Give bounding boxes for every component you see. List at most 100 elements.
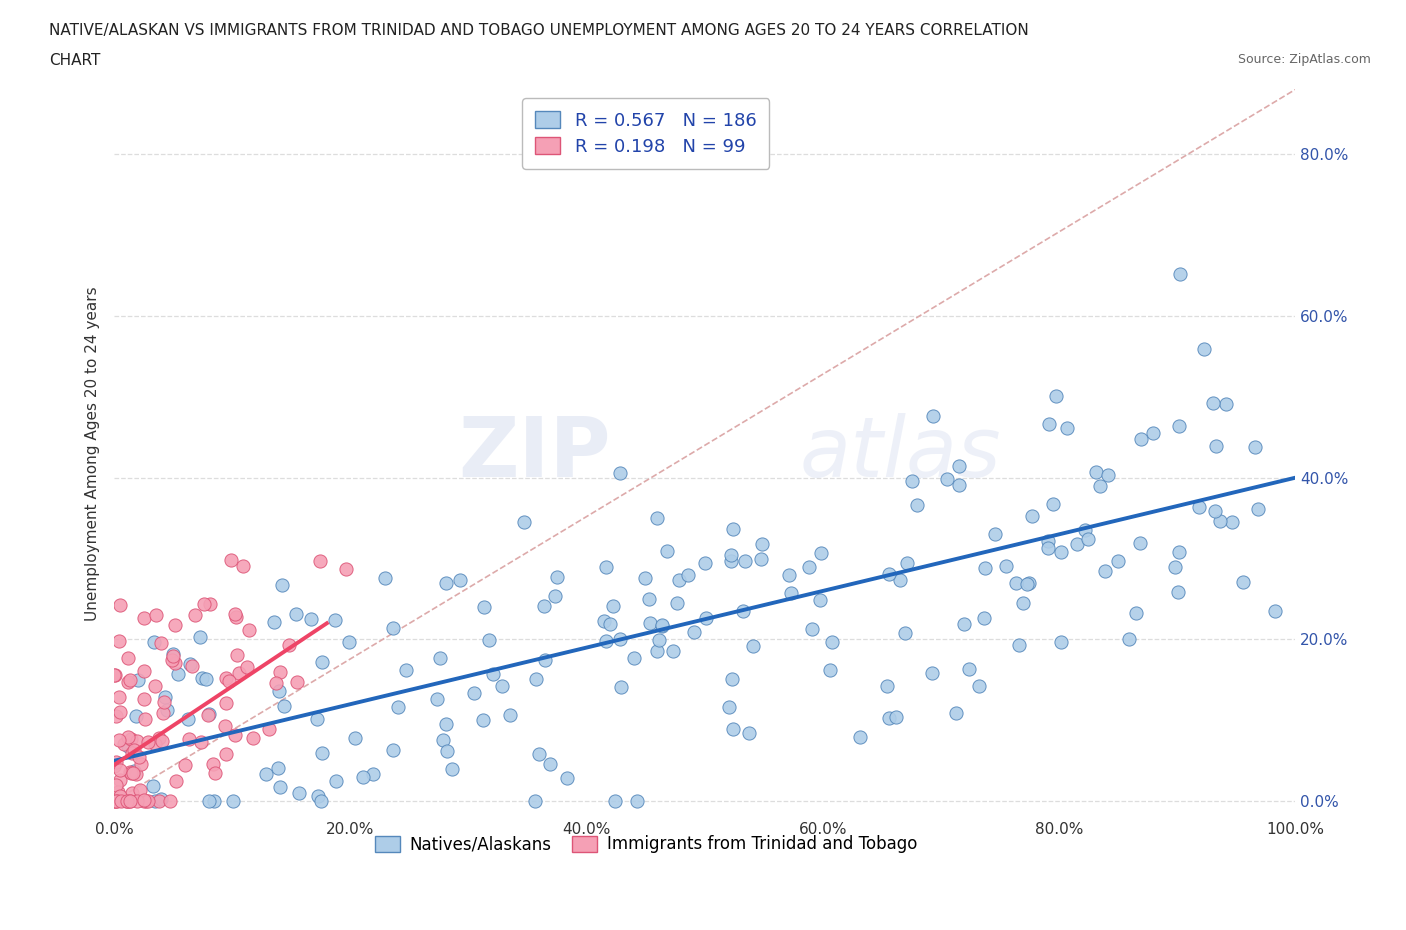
Point	[108, 773, 131, 788]
Point	[1244, 440, 1267, 455]
Point	[647, 644, 669, 659]
Point	[153, 689, 176, 704]
Point	[434, 576, 457, 591]
Point	[1036, 534, 1059, 549]
Point	[136, 735, 159, 750]
Point	[143, 678, 166, 693]
Point	[150, 791, 173, 806]
Point	[821, 634, 844, 649]
Point	[609, 631, 631, 646]
Point	[533, 653, 555, 668]
Point	[198, 794, 221, 809]
Point	[602, 598, 624, 613]
Point	[214, 719, 236, 734]
Point	[120, 765, 142, 780]
Point	[482, 667, 505, 682]
Point	[1168, 266, 1191, 281]
Point	[638, 616, 661, 631]
Point	[849, 729, 872, 744]
Point	[432, 733, 454, 748]
Point	[173, 757, 195, 772]
Text: NATIVE/ALASKAN VS IMMIGRANTS FROM TRINIDAD AND TOBAGO UNEMPLOYMENT AMONG AGES 20: NATIVE/ALASKAN VS IMMIGRANTS FROM TRINID…	[49, 23, 1029, 38]
Point	[110, 794, 132, 809]
Point	[127, 734, 149, 749]
Point	[120, 765, 142, 780]
Point	[440, 762, 463, 777]
Point	[657, 543, 679, 558]
Point	[108, 789, 131, 804]
Point	[191, 671, 214, 685]
Point	[204, 765, 226, 780]
Point	[1042, 497, 1064, 512]
Point	[896, 555, 918, 570]
Point	[1074, 523, 1097, 538]
Point	[309, 553, 332, 568]
Point	[1129, 432, 1152, 446]
Point	[214, 747, 236, 762]
Point	[163, 618, 186, 633]
Point	[921, 666, 943, 681]
Point	[273, 698, 295, 713]
Point	[202, 756, 225, 771]
Point	[121, 746, 143, 761]
Point	[110, 598, 132, 613]
Point	[195, 671, 218, 686]
Point	[352, 770, 374, 785]
Point	[426, 692, 449, 707]
Point	[449, 573, 471, 588]
Point	[228, 666, 250, 681]
Point	[693, 555, 716, 570]
Point	[1202, 395, 1225, 410]
Point	[107, 784, 129, 799]
Point	[1008, 638, 1031, 653]
Point	[973, 610, 995, 625]
Point	[1164, 560, 1187, 575]
Point	[1038, 540, 1060, 555]
Point	[136, 794, 159, 809]
Point	[285, 674, 308, 689]
Point	[132, 794, 155, 809]
Point	[1188, 499, 1211, 514]
Text: CHART: CHART	[49, 53, 101, 68]
Point	[877, 711, 900, 725]
Point	[1004, 576, 1026, 591]
Point	[224, 727, 246, 742]
Point	[478, 632, 501, 647]
Point	[1125, 605, 1147, 620]
Point	[678, 568, 700, 583]
Point	[1142, 426, 1164, 441]
Point	[948, 478, 970, 493]
Point	[983, 526, 1005, 541]
Point	[1118, 631, 1140, 646]
Point	[1129, 536, 1152, 551]
Point	[1167, 585, 1189, 600]
Point	[108, 763, 131, 777]
Text: atlas: atlas	[800, 413, 1001, 494]
Point	[395, 662, 418, 677]
Point	[337, 634, 360, 649]
Point	[1192, 341, 1215, 356]
Point	[270, 578, 292, 592]
Point	[121, 786, 143, 801]
Point	[1232, 575, 1254, 590]
Point	[160, 653, 183, 668]
Point	[945, 705, 967, 720]
Point	[889, 572, 911, 587]
Point	[387, 699, 409, 714]
Y-axis label: Unemployment Among Ages 20 to 24 years: Unemployment Among Ages 20 to 24 years	[86, 286, 100, 620]
Point	[638, 591, 661, 606]
Point	[952, 617, 974, 631]
Point	[132, 793, 155, 808]
Point	[1085, 464, 1108, 479]
Point	[118, 794, 141, 809]
Point	[149, 635, 172, 650]
Point	[105, 794, 128, 809]
Point	[810, 545, 832, 560]
Point	[526, 671, 548, 686]
Point	[311, 655, 333, 670]
Point	[134, 692, 156, 707]
Point	[143, 737, 166, 751]
Point	[723, 522, 745, 537]
Point	[538, 756, 561, 771]
Point	[884, 709, 907, 724]
